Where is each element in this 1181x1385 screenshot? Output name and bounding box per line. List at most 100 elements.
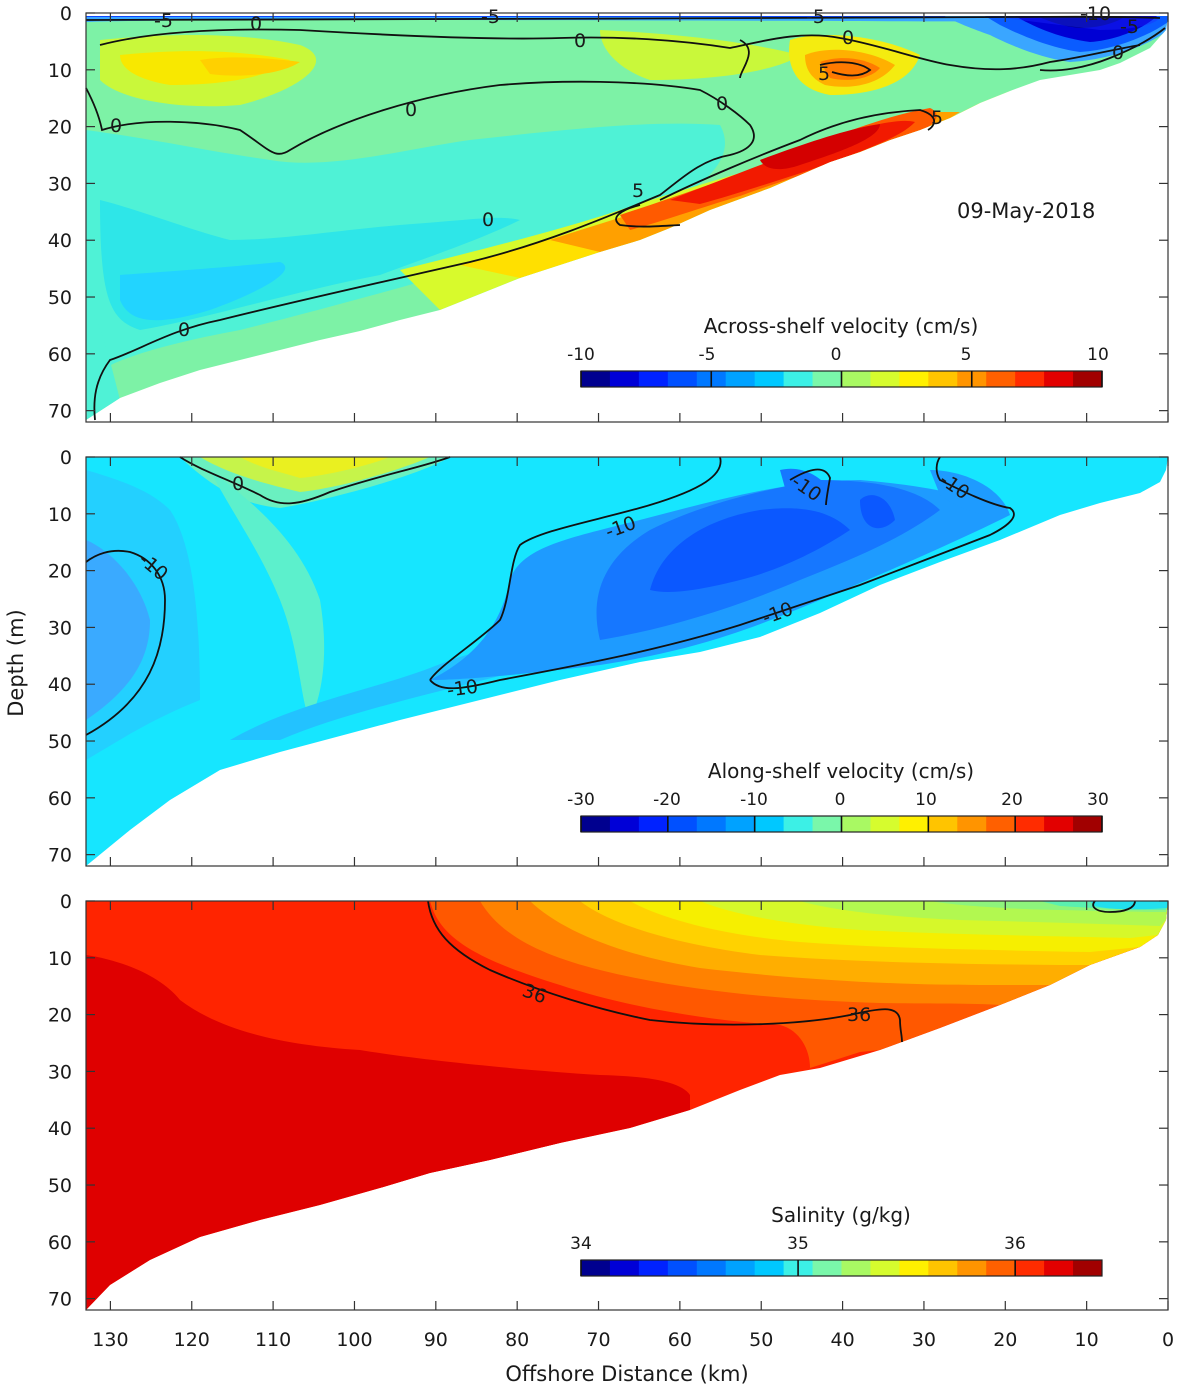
contour-label: -10 — [446, 676, 480, 702]
colorbar-swatch — [899, 816, 929, 832]
y-tick-label: 0 — [60, 3, 72, 25]
contour-label: 0 — [178, 319, 190, 341]
colorbar-swatch — [928, 816, 958, 832]
colorbar-swatch — [609, 1260, 640, 1276]
colorbar-swatch — [1015, 1260, 1045, 1276]
x-tick-label: 100 — [336, 1329, 372, 1351]
colorbar-tick-label: 0 — [831, 345, 842, 365]
x-tick-label: 110 — [255, 1329, 291, 1351]
colorbar-swatch — [1073, 816, 1103, 832]
x-tick-label: 70 — [586, 1329, 610, 1351]
y-tick-label: 70 — [48, 845, 72, 867]
along-shelf-axes-box — [85, 456, 1169, 867]
colorbar-swatch — [638, 371, 669, 387]
colorbar-tick-label: 30 — [1087, 790, 1109, 810]
colorbar-tick-label: 36 — [1004, 1234, 1026, 1254]
x-tick-label: 60 — [668, 1329, 692, 1351]
colorbar-swatch — [754, 1260, 785, 1276]
colorbar-swatch — [667, 371, 698, 387]
colorbar-tick-label: -10 — [567, 345, 595, 365]
contour-label: -10 — [1080, 3, 1111, 25]
across-shelf-colorbar-title: Across-shelf velocity (cm/s) — [704, 314, 979, 338]
contour-label: 5 — [931, 107, 943, 129]
colorbar-swatch — [986, 816, 1016, 832]
colorbar-swatch — [870, 816, 900, 832]
across-shelf-panel: -5 -5 -5 -10 0 0 0 0 -5 5 0 0 0 5 5 0 0 … — [85, 3, 1169, 423]
x-tick-label: 80 — [505, 1329, 529, 1351]
colorbar-swatch — [957, 1260, 987, 1276]
y-tick-label: 50 — [48, 1175, 72, 1197]
y-tick-label: 0 — [60, 891, 72, 913]
colorbar-swatch — [1015, 816, 1045, 832]
x-tick-label: 90 — [424, 1329, 448, 1351]
colorbar-swatch — [783, 371, 814, 387]
colorbar-swatch — [812, 1260, 842, 1276]
salinity-colorbar — [580, 1259, 1103, 1277]
along-shelf-panel: 0 -10 -10 -10 -10 -10 -10 Along-shelf ve… — [85, 456, 1169, 867]
x-tick-label: 120 — [174, 1329, 210, 1351]
colorbar-swatch — [870, 371, 900, 387]
y-tick-label: 10 — [48, 948, 72, 970]
contour-label: 0 — [716, 93, 728, 115]
y-tick-label: 50 — [48, 287, 72, 309]
x-tick-label: 0 — [1162, 1329, 1174, 1351]
colorbar-tick-label: 10 — [915, 790, 937, 810]
colorbar-tick-label: 10 — [1087, 345, 1109, 365]
colorbar-tick-label: 20 — [1001, 790, 1023, 810]
salinity-axes-box — [85, 900, 1169, 1311]
colorbar-swatch — [986, 371, 1016, 387]
y-tick-label: 30 — [48, 617, 72, 639]
colorbar-swatch — [841, 816, 871, 832]
y-tick-label: 40 — [48, 1118, 72, 1140]
colorbar-swatch — [725, 371, 756, 387]
contour-label: 0 — [574, 30, 586, 52]
y-axis-title: Depth (m) — [4, 609, 28, 716]
x-axis-title: Offshore Distance (km) — [505, 1362, 748, 1385]
contour-label: -5 — [1120, 16, 1139, 38]
x-tick-label: 30 — [912, 1329, 936, 1351]
colorbar-swatch — [841, 371, 871, 387]
colorbar-swatch — [667, 1260, 698, 1276]
colorbar-swatch — [783, 816, 814, 832]
colorbar-tick-label: 35 — [787, 1234, 809, 1254]
colorbar-swatch — [1044, 371, 1074, 387]
contour-label: 0 — [250, 13, 262, 35]
colorbar-swatch — [609, 816, 640, 832]
colorbar-swatch — [812, 371, 842, 387]
x-tick-label: 50 — [749, 1329, 773, 1351]
along-shelf-colorbar — [580, 815, 1103, 833]
colorbar-tick-label: -20 — [653, 790, 681, 810]
y-tick-label: 50 — [48, 731, 72, 753]
colorbar-swatch — [957, 816, 987, 832]
across-shelf-colorbar — [580, 370, 1103, 388]
contour-label: 0 — [232, 473, 244, 495]
across-shelf-contour-labels: -5 -5 -5 -10 0 0 0 0 -5 5 0 0 0 5 5 0 0 — [110, 3, 1139, 341]
colorbar-swatch — [754, 371, 785, 387]
along-shelf-colorbar-title: Along-shelf velocity (cm/s) — [708, 759, 974, 783]
colorbar-swatch — [725, 816, 756, 832]
axes-ticks: 0102030405060700102030405060700102030405… — [48, 3, 1174, 1351]
contour-label: -5 — [154, 10, 173, 32]
contour-label: 0 — [482, 209, 494, 231]
y-tick-label: 40 — [48, 230, 72, 252]
colorbar-swatch — [696, 1260, 727, 1276]
y-tick-label: 40 — [48, 674, 72, 696]
colorbar-swatch — [581, 816, 611, 832]
colorbar-swatch — [841, 1260, 871, 1276]
contour-label: 5 — [632, 180, 644, 202]
y-tick-label: 60 — [48, 344, 72, 366]
colorbar-tick-label: -30 — [567, 790, 595, 810]
colorbar-swatch — [1015, 371, 1045, 387]
contour-label: 0 — [842, 27, 854, 49]
colorbar-swatch — [667, 816, 698, 832]
colorbar-swatch — [696, 816, 727, 832]
colorbar-swatch — [1044, 1260, 1074, 1276]
y-tick-label: 10 — [48, 60, 72, 82]
y-tick-label: 10 — [48, 504, 72, 526]
colorbar-swatch — [725, 1260, 756, 1276]
colorbar-tick-label: 34 — [570, 1234, 592, 1254]
contour-label: 36 — [847, 1004, 871, 1026]
colorbar-swatch — [1044, 816, 1074, 832]
colorbar-swatch — [581, 1260, 611, 1276]
